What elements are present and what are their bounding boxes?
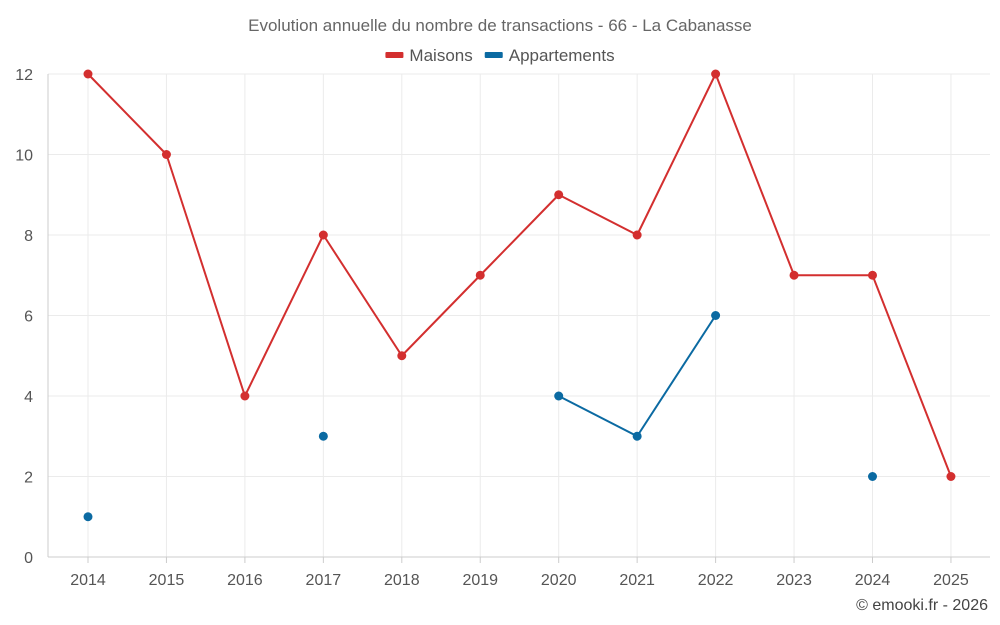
legend-item-maisons[interactable]: Maisons xyxy=(385,46,473,65)
series-line-maisons xyxy=(87,73,952,477)
data-point-maisons[interactable] xyxy=(554,190,564,200)
data-point-appartements[interactable] xyxy=(632,431,642,441)
x-tick-label: 2017 xyxy=(306,572,342,589)
data-point-maisons[interactable] xyxy=(240,391,250,401)
x-tick-label: 2018 xyxy=(384,572,420,589)
x-tick-label: 2021 xyxy=(619,572,655,589)
credit-text: © emooki.fr - 2026 xyxy=(856,597,988,614)
data-point-maisons[interactable] xyxy=(161,150,171,159)
data-point-appartements[interactable] xyxy=(318,431,328,441)
data-point-maisons[interactable] xyxy=(632,230,642,240)
legend-swatch xyxy=(385,52,404,58)
y-tick-label: 0 xyxy=(24,550,33,567)
legend-item-appartements[interactable]: Appartements xyxy=(484,46,615,65)
data-point-maisons[interactable] xyxy=(789,270,799,280)
data-point-maisons[interactable] xyxy=(83,69,93,79)
y-tick-label: 8 xyxy=(24,228,33,245)
x-tick-label: 2024 xyxy=(855,572,891,589)
legend-label: Maisons xyxy=(409,46,472,65)
x-tick-label: 2014 xyxy=(70,572,106,589)
y-tick-label: 4 xyxy=(24,389,33,406)
data-point-maisons[interactable] xyxy=(868,270,877,280)
x-tick-label: 2015 xyxy=(149,572,185,589)
data-point-maisons[interactable] xyxy=(475,270,485,280)
x-tick-label: 2025 xyxy=(933,572,969,589)
x-tick-label: 2019 xyxy=(462,572,498,589)
x-tick-label: 2016 xyxy=(227,572,263,589)
y-tick-label: 2 xyxy=(24,470,33,487)
x-tick-label: 2020 xyxy=(541,572,577,589)
y-tick-label: 6 xyxy=(24,309,33,326)
series-appartements xyxy=(83,311,877,522)
series-layer xyxy=(83,69,956,522)
data-point-maisons[interactable] xyxy=(711,69,721,79)
chart-title: Evolution annuelle du nombre de transact… xyxy=(248,16,752,35)
data-point-maisons[interactable] xyxy=(946,472,956,481)
data-point-appartements[interactable] xyxy=(711,311,721,320)
series-maisons xyxy=(83,69,956,481)
axes: 0 2 4 6 8 10 12 2014 2015 2016 2017 2018 2019 2020 202… xyxy=(15,67,990,589)
legend-swatch xyxy=(484,52,503,58)
y-tick-label: 12 xyxy=(15,67,33,84)
y-tick-label: 10 xyxy=(15,148,33,165)
data-point-maisons[interactable] xyxy=(397,351,407,361)
data-point-appartements[interactable] xyxy=(868,472,877,481)
x-tick-label: 2023 xyxy=(776,572,812,589)
data-point-appartements[interactable] xyxy=(83,512,93,522)
data-point-maisons[interactable] xyxy=(318,230,328,240)
legend[interactable]: Maisons Appartements xyxy=(385,46,615,65)
data-point-appartements[interactable] xyxy=(554,391,564,401)
legend-label: Appartements xyxy=(509,46,615,65)
x-tick-label: 2022 xyxy=(698,572,734,589)
grid-lines xyxy=(48,73,990,557)
